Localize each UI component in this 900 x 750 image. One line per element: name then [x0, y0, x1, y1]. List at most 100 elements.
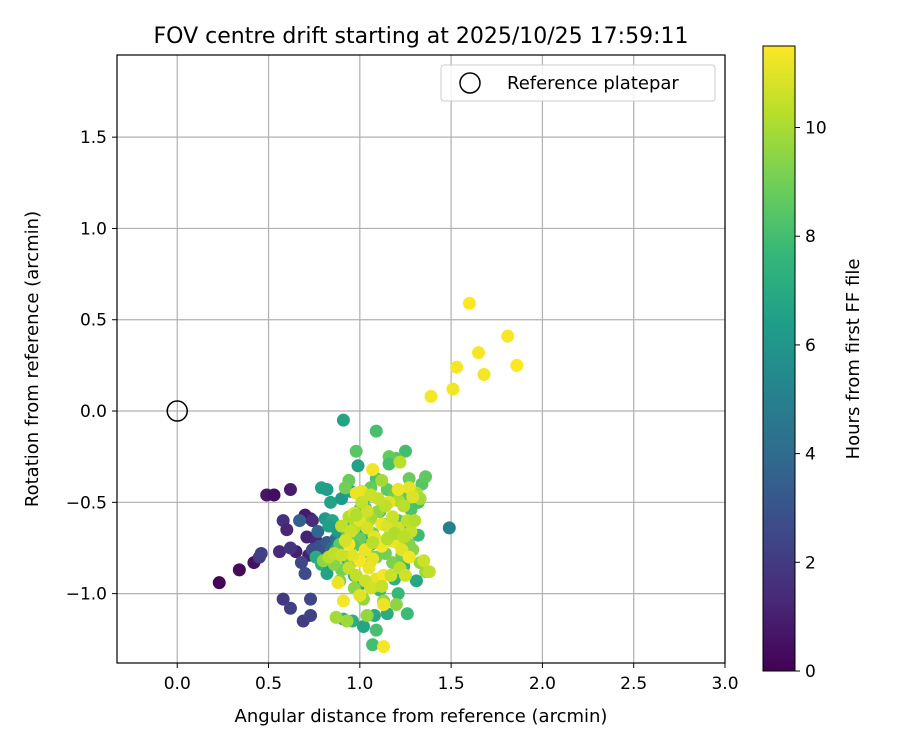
data-point [336, 413, 350, 427]
data-point [362, 561, 376, 575]
data-point [338, 481, 352, 495]
data-point [212, 576, 226, 590]
data-point [283, 601, 297, 615]
x-tick-label: 2.5 [620, 674, 647, 694]
data-point [406, 490, 420, 504]
data-point [408, 514, 422, 528]
data-point [232, 563, 246, 577]
data-point [351, 459, 365, 473]
y-tick-label: 0.5 [80, 311, 107, 331]
data-point [384, 568, 398, 582]
data-point [276, 592, 290, 606]
data-point [462, 296, 476, 310]
x-axis-ticks: 0.0 0.5 1.0 1.5 2.0 2.5 3.0 [164, 663, 739, 694]
x-tick-label: 0.0 [164, 674, 191, 694]
colorbar-tick-label: 6 [805, 336, 816, 356]
data-point [501, 329, 515, 343]
y-tick-label: −0.5 [66, 493, 107, 513]
data-point [364, 581, 378, 595]
legend: Reference platepar [440, 64, 716, 102]
y-tick-label: 1.5 [80, 128, 107, 148]
data-point [477, 368, 491, 382]
legend-open-circle-icon [459, 72, 481, 94]
colorbar-gradient [762, 45, 796, 672]
x-tick-label: 2.0 [529, 674, 556, 694]
data-point [280, 523, 294, 537]
data-point [366, 535, 380, 549]
data-point [422, 565, 436, 579]
y-axis-label: Rotation from reference (arcmin) [22, 211, 43, 507]
data-point [304, 609, 318, 623]
data-point [424, 389, 438, 403]
data-point [298, 567, 312, 581]
data-point [446, 382, 460, 396]
data-point [472, 346, 486, 360]
data-point [349, 444, 363, 458]
data-point [320, 567, 334, 581]
data-point [369, 623, 383, 637]
data-point [329, 610, 343, 624]
data-point [320, 483, 334, 497]
chart-title: FOV centre drift starting at 2025/10/25 … [154, 24, 689, 49]
y-axis-ticks: −1.0 −0.5 0.0 0.5 1.0 1.5 [66, 128, 117, 605]
x-tick-label: 0.5 [255, 674, 282, 694]
colorbar: 0 2 4 6 8 10 Hours from first FF file [762, 45, 864, 682]
grid-lines [117, 55, 726, 663]
data-point [364, 488, 378, 502]
data-point [294, 556, 308, 570]
data-point [391, 483, 405, 497]
data-point [391, 587, 405, 601]
reference-platepar-marker [166, 400, 189, 422]
data-point [389, 598, 403, 612]
x-tick-label: 1.5 [438, 674, 465, 694]
data-point [400, 607, 414, 621]
colorbar-label: Hours from first FF file [843, 259, 864, 460]
data-point [324, 495, 338, 509]
x-tick-label: 1.0 [346, 674, 373, 694]
data-point [311, 525, 325, 539]
legend-box [440, 64, 716, 102]
data-point [305, 514, 319, 528]
data-point [283, 541, 297, 555]
data-point [375, 579, 389, 593]
data-point [293, 514, 307, 528]
x-axis-label: Angular distance from reference (arcmin) [235, 706, 608, 727]
data-point [450, 360, 464, 374]
colorbar-tick-label: 2 [805, 553, 816, 573]
data-point [375, 473, 389, 487]
data-point [283, 483, 297, 497]
colorbar-tick-label: 8 [805, 227, 816, 247]
colorbar-tick-label: 10 [805, 119, 827, 139]
data-point [393, 455, 407, 469]
data-point [272, 545, 286, 559]
data-point [409, 574, 423, 588]
data-point [510, 358, 524, 372]
reference-marker-group [166, 400, 189, 422]
data-point [349, 508, 363, 522]
data-point [398, 568, 412, 582]
data-point [338, 534, 352, 548]
colorbar-tick-label: 4 [805, 445, 816, 465]
data-point [356, 619, 370, 633]
legend-label: Reference platepar [507, 73, 679, 94]
data-point [304, 592, 318, 606]
data-point [377, 598, 391, 612]
data-point [346, 548, 360, 562]
data-point [366, 462, 380, 476]
data-point [417, 554, 431, 568]
data-point [398, 444, 412, 458]
data-point [419, 470, 433, 484]
data-point [402, 550, 416, 564]
x-tick-label: 3.0 [711, 674, 738, 694]
data-point [369, 424, 383, 438]
data-point [353, 588, 367, 602]
data-point [366, 638, 380, 652]
data-point [382, 457, 396, 471]
data-point [397, 499, 411, 513]
data-point [442, 521, 456, 535]
y-tick-label: 0.0 [80, 402, 107, 422]
data-point [335, 492, 349, 506]
data-points [212, 296, 524, 654]
colorbar-ticks: 0 2 4 6 8 10 [795, 119, 827, 682]
